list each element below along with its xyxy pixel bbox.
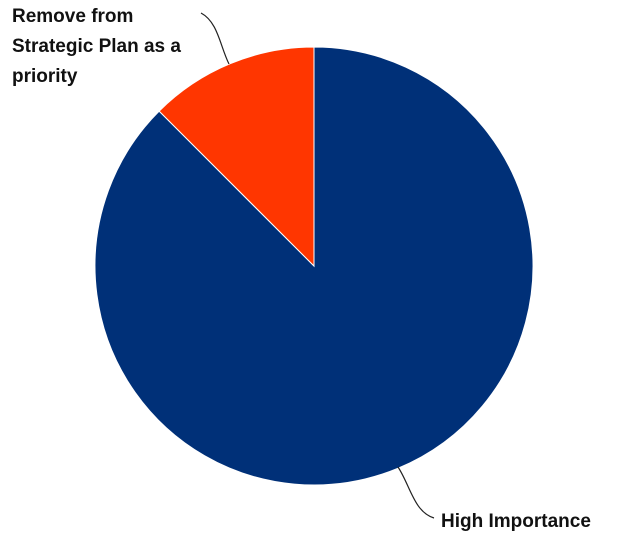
leader-line-remove-from-strategic-plan — [200, 12, 230, 65]
leader-line-high-importance — [397, 466, 435, 519]
pie-slice-remove-from-strategic-plan — [158, 46, 315, 268]
slice-label-remove-from-strategic-plan: Remove from Strategic Plan as a priority — [12, 6, 186, 87]
pie-slices — [94, 46, 534, 486]
slice-label-high-importance: High Importance — [441, 511, 591, 532]
